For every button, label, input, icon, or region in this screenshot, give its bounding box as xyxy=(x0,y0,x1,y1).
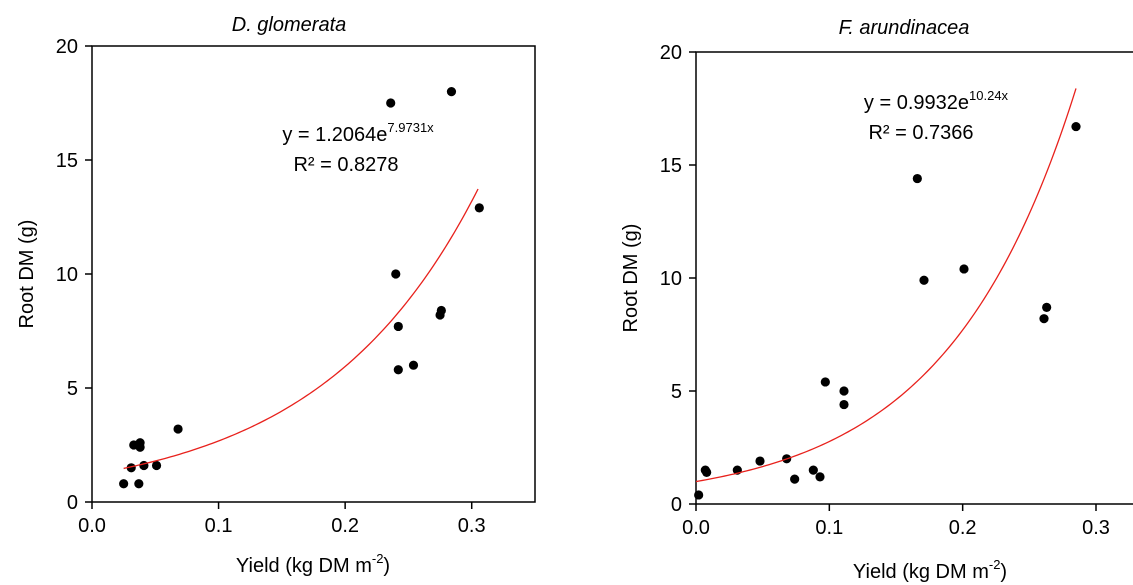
data-point xyxy=(139,460,149,471)
y-tick-label: 15 xyxy=(56,150,78,172)
axis-ticks: 0.0 0.1 0.2 0.3 0 5 10 15 20 xyxy=(56,36,486,537)
y-tick-label: 20 xyxy=(56,36,78,58)
data-point xyxy=(393,321,403,332)
data-point xyxy=(919,275,929,285)
data-point xyxy=(839,399,849,410)
data-point xyxy=(1042,302,1052,312)
x-axis-label-text: Yield (kg DM m xyxy=(236,555,372,577)
x-tick-label: 0.0 xyxy=(78,515,106,537)
x-axis-label-end: ) xyxy=(383,555,390,577)
data-point xyxy=(959,264,969,274)
trendline-equation: y = 1.2064e7.9731x xyxy=(282,120,434,146)
data-point xyxy=(408,360,419,370)
y-tick-label: 5 xyxy=(671,381,682,403)
data-point xyxy=(474,203,484,213)
x-tick-label: 0.2 xyxy=(331,515,359,537)
data-point xyxy=(393,365,403,375)
equation-exponent: 10.24x xyxy=(969,88,1009,103)
y-tick-label: 20 xyxy=(660,42,682,64)
x-tick-label: 0.0 xyxy=(682,517,710,539)
data-point xyxy=(151,460,162,471)
chart-title: D. glomerata xyxy=(232,14,347,36)
y-tick-label: 15 xyxy=(660,155,682,177)
x-axis-label: Yield (kg DM m-2) xyxy=(853,557,1007,583)
data-point xyxy=(1071,121,1081,132)
r-squared-label: R² = 0.7366 xyxy=(868,122,973,144)
data-point xyxy=(173,424,183,434)
x-axis-label-sup: -2 xyxy=(989,557,1001,572)
data-points xyxy=(694,121,1081,500)
data-point xyxy=(755,456,765,466)
data-points xyxy=(119,87,484,489)
data-point xyxy=(386,98,396,108)
x-axis-label-text: Yield (kg DM m xyxy=(853,561,989,583)
x-axis-label: Yield (kg DM m-2) xyxy=(236,551,390,577)
trendline xyxy=(123,188,479,470)
y-tick-label: 10 xyxy=(660,268,682,290)
equation-base: y = 0.9932e xyxy=(864,92,969,114)
equation-base: y = 1.2064e xyxy=(282,124,387,146)
data-point xyxy=(839,386,849,396)
chart-f-arundinacea: F. arundinacea 0.0 0.1 0.2 0.3 0 5 10 15 20 y = … xyxy=(620,17,1133,583)
data-point xyxy=(912,173,922,184)
data-point xyxy=(820,377,830,387)
equation-exponent: 7.9731x xyxy=(387,120,434,135)
y-tick-label: 0 xyxy=(671,494,682,516)
plot-frame xyxy=(91,45,536,503)
y-tick-label: 5 xyxy=(67,378,78,400)
x-axis-label-sup: -2 xyxy=(372,551,384,566)
x-tick-label: 0.3 xyxy=(1082,517,1110,539)
x-tick-label: 0.1 xyxy=(205,515,233,537)
plot-frame xyxy=(695,51,1133,505)
x-tick-label: 0.1 xyxy=(815,517,843,539)
data-point xyxy=(119,479,129,489)
y-axis-label: Root DM (g) xyxy=(16,220,38,329)
data-point xyxy=(1039,314,1049,324)
x-axis-label-end: ) xyxy=(1000,561,1007,583)
data-point xyxy=(694,490,704,500)
y-tick-label: 10 xyxy=(56,264,78,286)
chart-title: F. arundinacea xyxy=(839,17,970,39)
data-point xyxy=(702,467,712,477)
data-point xyxy=(790,474,800,484)
data-point xyxy=(126,463,136,473)
trendline xyxy=(695,88,1077,483)
chart-d-glomerata: D. glomerata 0.0 0.1 0.2 0.3 0 5 10 15 20 y = 1.… xyxy=(16,14,536,577)
data-point xyxy=(808,465,818,475)
x-tick-label: 0.3 xyxy=(458,515,486,537)
trendline-equation: y = 0.9932e10.24x xyxy=(864,88,1009,114)
data-point xyxy=(391,269,401,279)
r-squared-label: R² = 0.8278 xyxy=(293,154,398,176)
data-point xyxy=(446,87,457,97)
y-tick-label: 0 xyxy=(67,492,78,514)
data-point xyxy=(436,305,446,316)
y-axis-label: Root DM (g) xyxy=(620,224,642,333)
data-point xyxy=(134,479,144,489)
axis-ticks: 0.0 0.1 0.2 0.3 0 5 10 15 20 xyxy=(660,42,1110,539)
x-tick-label: 0.2 xyxy=(949,517,977,539)
data-point xyxy=(815,472,825,482)
data-point xyxy=(135,442,145,452)
